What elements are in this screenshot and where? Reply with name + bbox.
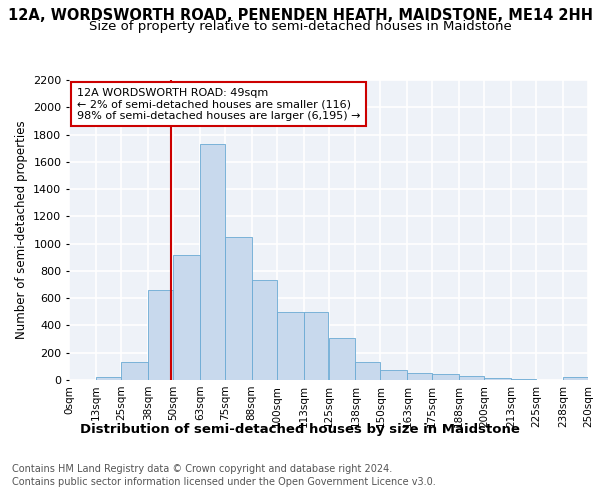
- Text: Contains public sector information licensed under the Open Government Licence v3: Contains public sector information licen…: [12, 477, 436, 487]
- Bar: [329, 338, 355, 380]
- Bar: [277, 312, 304, 380]
- Bar: [225, 237, 251, 380]
- Bar: [407, 372, 432, 380]
- Bar: [200, 144, 225, 380]
- Bar: [173, 254, 200, 380]
- Text: Size of property relative to semi-detached houses in Maidstone: Size of property relative to semi-detach…: [89, 20, 511, 33]
- Y-axis label: Number of semi-detached properties: Number of semi-detached properties: [14, 120, 28, 340]
- Text: 12A WORDSWORTH ROAD: 49sqm
← 2% of semi-detached houses are smaller (116)
98% of: 12A WORDSWORTH ROAD: 49sqm ← 2% of semi-…: [77, 88, 360, 120]
- Bar: [459, 376, 484, 380]
- Text: Distribution of semi-detached houses by size in Maidstone: Distribution of semi-detached houses by …: [80, 422, 520, 436]
- Bar: [96, 378, 121, 380]
- Bar: [355, 362, 380, 380]
- Text: 12A, WORDSWORTH ROAD, PENENDEN HEATH, MAIDSTONE, ME14 2HH: 12A, WORDSWORTH ROAD, PENENDEN HEATH, MA…: [7, 8, 593, 22]
- Text: Contains HM Land Registry data © Crown copyright and database right 2024.: Contains HM Land Registry data © Crown c…: [12, 464, 392, 474]
- Bar: [304, 312, 329, 380]
- Bar: [484, 378, 511, 380]
- Bar: [251, 280, 277, 380]
- Bar: [563, 378, 588, 380]
- Bar: [432, 374, 459, 380]
- Bar: [380, 370, 407, 380]
- Bar: [148, 290, 173, 380]
- Bar: [121, 362, 148, 380]
